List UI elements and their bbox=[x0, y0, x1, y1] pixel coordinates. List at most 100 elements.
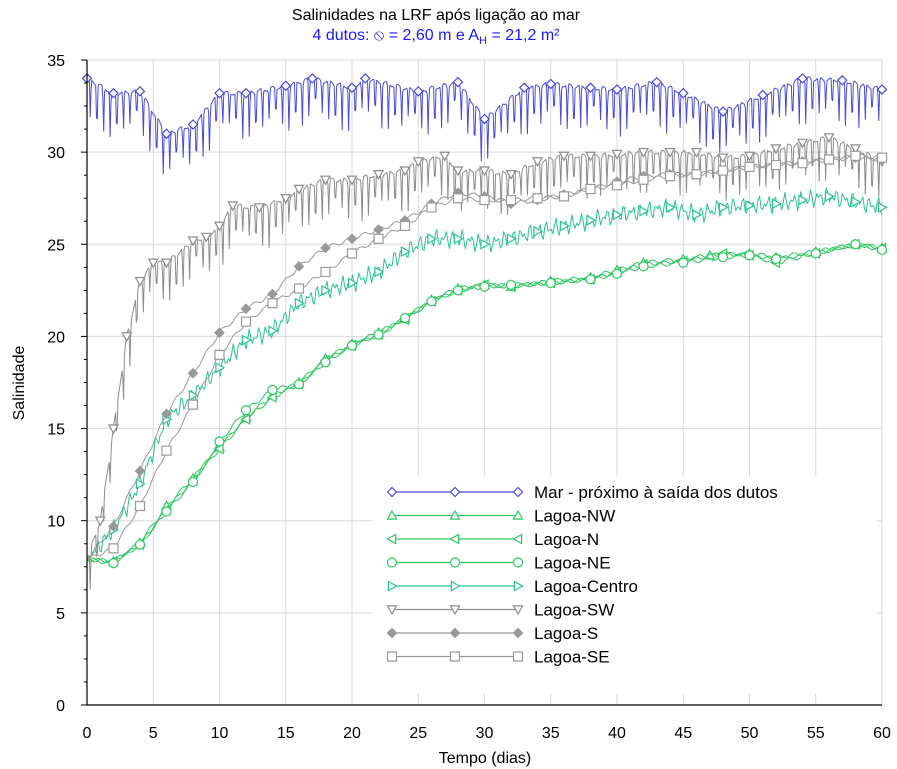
data-point-marker bbox=[479, 113, 490, 125]
x-tick-label: 55 bbox=[807, 725, 825, 742]
x-tick-label: 0 bbox=[83, 725, 92, 742]
series-7 bbox=[86, 150, 888, 562]
data-point-marker bbox=[545, 277, 556, 289]
data-point-marker bbox=[320, 242, 331, 254]
legend-marker bbox=[386, 651, 398, 662]
y-tick-label: 0 bbox=[56, 698, 65, 715]
data-point-marker bbox=[372, 170, 385, 180]
legend-entry: Lagoa-NE bbox=[386, 554, 611, 573]
legend-marker bbox=[386, 533, 397, 545]
data-point-marker bbox=[665, 201, 676, 213]
data-point-marker bbox=[533, 225, 544, 237]
data-point-marker bbox=[213, 443, 224, 455]
legend-marker bbox=[386, 557, 398, 568]
legend-label: Lagoa-N bbox=[534, 530, 599, 549]
data-point-marker bbox=[849, 144, 862, 155]
data-point-marker bbox=[453, 233, 464, 245]
legend-label: Mar - próximo à saída dos dutos bbox=[534, 483, 778, 502]
data-point-marker bbox=[147, 258, 159, 269]
axes: 0 5 10 15 20 25 30 35 40 45 50 55 60 0 5 10 15 20 25 30 35 bbox=[47, 53, 891, 742]
data-point-marker bbox=[770, 253, 782, 265]
x-tick-label: 15 bbox=[277, 725, 295, 742]
data-point-marker bbox=[717, 165, 729, 176]
legend-entry: Lagoa-SE bbox=[386, 648, 610, 667]
data-point-marker bbox=[531, 157, 544, 168]
data-point-marker bbox=[439, 151, 451, 162]
data-point-marker bbox=[267, 298, 278, 309]
x-tick-label: 35 bbox=[542, 725, 560, 742]
data-point-marker bbox=[268, 325, 279, 337]
data-point-marker bbox=[877, 201, 888, 213]
data-point-marker bbox=[518, 82, 530, 93]
legend-entry: Mar - próximo à saída dos dutos bbox=[386, 483, 778, 502]
data-point-marker bbox=[677, 87, 689, 99]
data-point-marker bbox=[107, 424, 120, 435]
data-point-marker bbox=[586, 214, 597, 226]
data-point-marker bbox=[797, 73, 808, 84]
legend-label: Lagoa-SE bbox=[534, 648, 610, 667]
data-point-marker bbox=[664, 171, 676, 182]
data-point-marker bbox=[267, 384, 278, 395]
data-point-marker bbox=[717, 106, 729, 117]
y-tick-label: 30 bbox=[47, 145, 65, 162]
data-point-marker bbox=[651, 76, 663, 88]
data-point-marker bbox=[187, 236, 199, 247]
data-point-marker bbox=[346, 175, 358, 186]
series-3 bbox=[86, 239, 888, 569]
data-point-marker bbox=[692, 209, 703, 221]
legend-marker bbox=[449, 486, 461, 498]
data-point-marker bbox=[359, 73, 371, 84]
data-point-marker bbox=[108, 543, 119, 554]
data-point-marker bbox=[743, 151, 756, 162]
data-point-marker bbox=[771, 198, 782, 210]
data-point-marker bbox=[478, 166, 491, 177]
data-point-marker bbox=[796, 138, 809, 149]
data-point-marker bbox=[293, 184, 305, 195]
data-point-marker bbox=[611, 149, 623, 160]
legend-marker bbox=[386, 627, 398, 639]
data-point-marker bbox=[306, 73, 318, 84]
data-point-marker bbox=[823, 154, 835, 165]
legend-entry: Lagoa-SW bbox=[386, 601, 614, 620]
data-point-marker bbox=[611, 268, 623, 279]
data-point-marker bbox=[585, 183, 596, 195]
legend-marker bbox=[387, 580, 398, 592]
data-point-marker bbox=[214, 87, 225, 99]
data-point-marker bbox=[241, 334, 252, 346]
data-point-marker bbox=[321, 284, 332, 296]
data-point-marker bbox=[745, 200, 756, 212]
data-point-marker bbox=[876, 244, 888, 255]
x-tick-label: 10 bbox=[211, 725, 229, 742]
x-tick-label: 25 bbox=[409, 725, 427, 742]
legend-label: Lagoa-S bbox=[534, 624, 598, 643]
data-point-marker bbox=[346, 248, 358, 259]
data-point-marker bbox=[134, 465, 146, 477]
data-point-marker bbox=[134, 539, 146, 550]
data-point-marker bbox=[412, 85, 424, 97]
data-point-marker bbox=[214, 349, 225, 360]
data-point-marker bbox=[638, 261, 649, 272]
legend-marker bbox=[449, 605, 461, 616]
data-point-marker bbox=[426, 202, 437, 213]
data-point-marker bbox=[108, 520, 119, 532]
data-point-marker bbox=[240, 316, 252, 327]
data-point-marker bbox=[876, 152, 888, 163]
data-point-marker bbox=[240, 405, 252, 416]
data-point-marker bbox=[584, 151, 597, 162]
data-point-marker bbox=[108, 87, 119, 99]
legend-label: Lagoa-SW bbox=[534, 601, 614, 620]
y-axis-label: Salinidade bbox=[11, 346, 28, 421]
data-point-marker bbox=[744, 161, 755, 172]
data-point-marker bbox=[320, 266, 331, 278]
data-point-marker bbox=[346, 233, 358, 245]
data-point-marker bbox=[215, 362, 226, 374]
data-point-marker bbox=[664, 147, 676, 158]
data-point-marker bbox=[479, 281, 490, 292]
data-point-marker bbox=[797, 158, 808, 169]
data-point-marker bbox=[187, 476, 199, 488]
legend-marker bbox=[449, 533, 460, 545]
data-point-marker bbox=[213, 221, 226, 232]
data-point-marker bbox=[161, 445, 172, 456]
data-point-marker bbox=[240, 87, 252, 99]
data-point-marker bbox=[452, 166, 464, 177]
